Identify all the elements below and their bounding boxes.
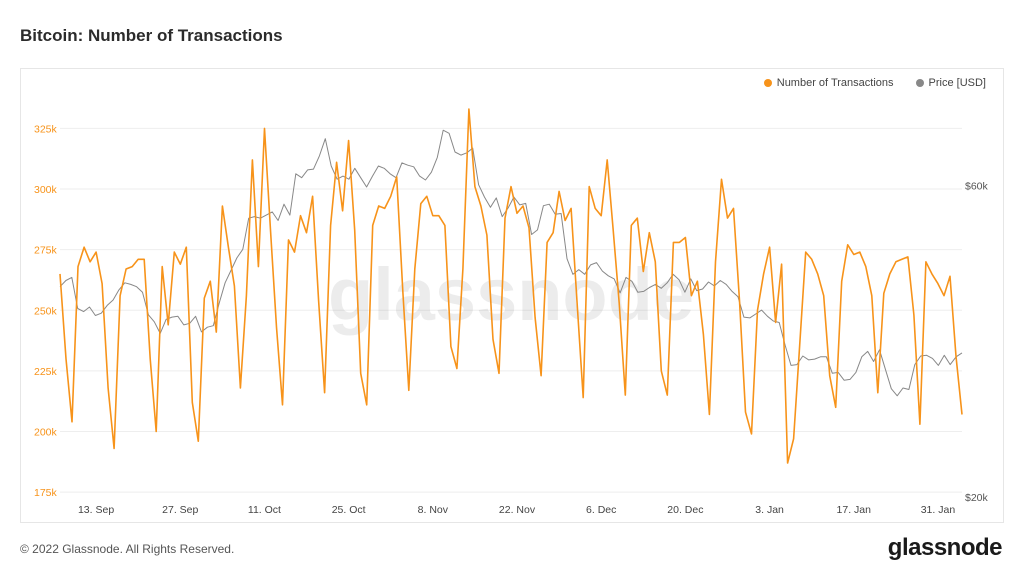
x-tick-label: 17. Jan (837, 504, 872, 516)
y-left-tick-label: 325k (34, 123, 58, 135)
chart-legend: Number of Transactions Price [USD] (763, 77, 986, 89)
y-left-tick-label: 175k (34, 487, 58, 499)
x-tick-label: 22. Nov (499, 504, 536, 516)
y-left-tick-label: 200k (34, 427, 58, 439)
legend-item-price[interactable]: Price [USD] (915, 77, 986, 89)
x-tick-label: 27. Sep (162, 504, 198, 516)
chart-panel (20, 68, 1004, 523)
copyright-footer: © 2022 Glassnode. All Rights Reserved. (20, 542, 235, 556)
y-left-tick-label: 225k (34, 366, 58, 378)
y-left-tick-label: 300k (34, 184, 58, 196)
brand-logo: glassnode (887, 534, 1003, 561)
x-tick-label: 8. Nov (418, 504, 449, 516)
y-left-tick-label: 250k (34, 305, 58, 317)
x-tick-label: 13. Sep (78, 504, 114, 516)
price-series-line (59, 129, 963, 397)
x-tick-label: 11. Oct (248, 504, 281, 516)
x-tick-label: 3. Jan (755, 504, 784, 516)
legend-swatch-transactions (763, 79, 772, 87)
y-right-tick-label: $20k (965, 492, 989, 504)
x-tick-label: 20. Dec (667, 504, 703, 516)
y-left-tick-label: 275k (34, 245, 58, 257)
x-tick-label: 31. Jan (921, 504, 956, 516)
legend-label-price: Price [USD] (928, 77, 986, 89)
watermark: glassnode (328, 253, 694, 336)
x-tick-label: 25. Oct (332, 504, 366, 516)
x-tick-label: 6. Dec (586, 504, 616, 516)
chart-title: Bitcoin: Number of Transactions (20, 26, 283, 45)
legend-label-transactions: Number of Transactions (776, 77, 894, 89)
transactions-series-line (59, 108, 963, 464)
legend-item-transactions[interactable]: Number of Transactions (763, 77, 894, 89)
legend-swatch-price (915, 79, 924, 87)
y-right-tick-label: $60k (965, 180, 989, 192)
